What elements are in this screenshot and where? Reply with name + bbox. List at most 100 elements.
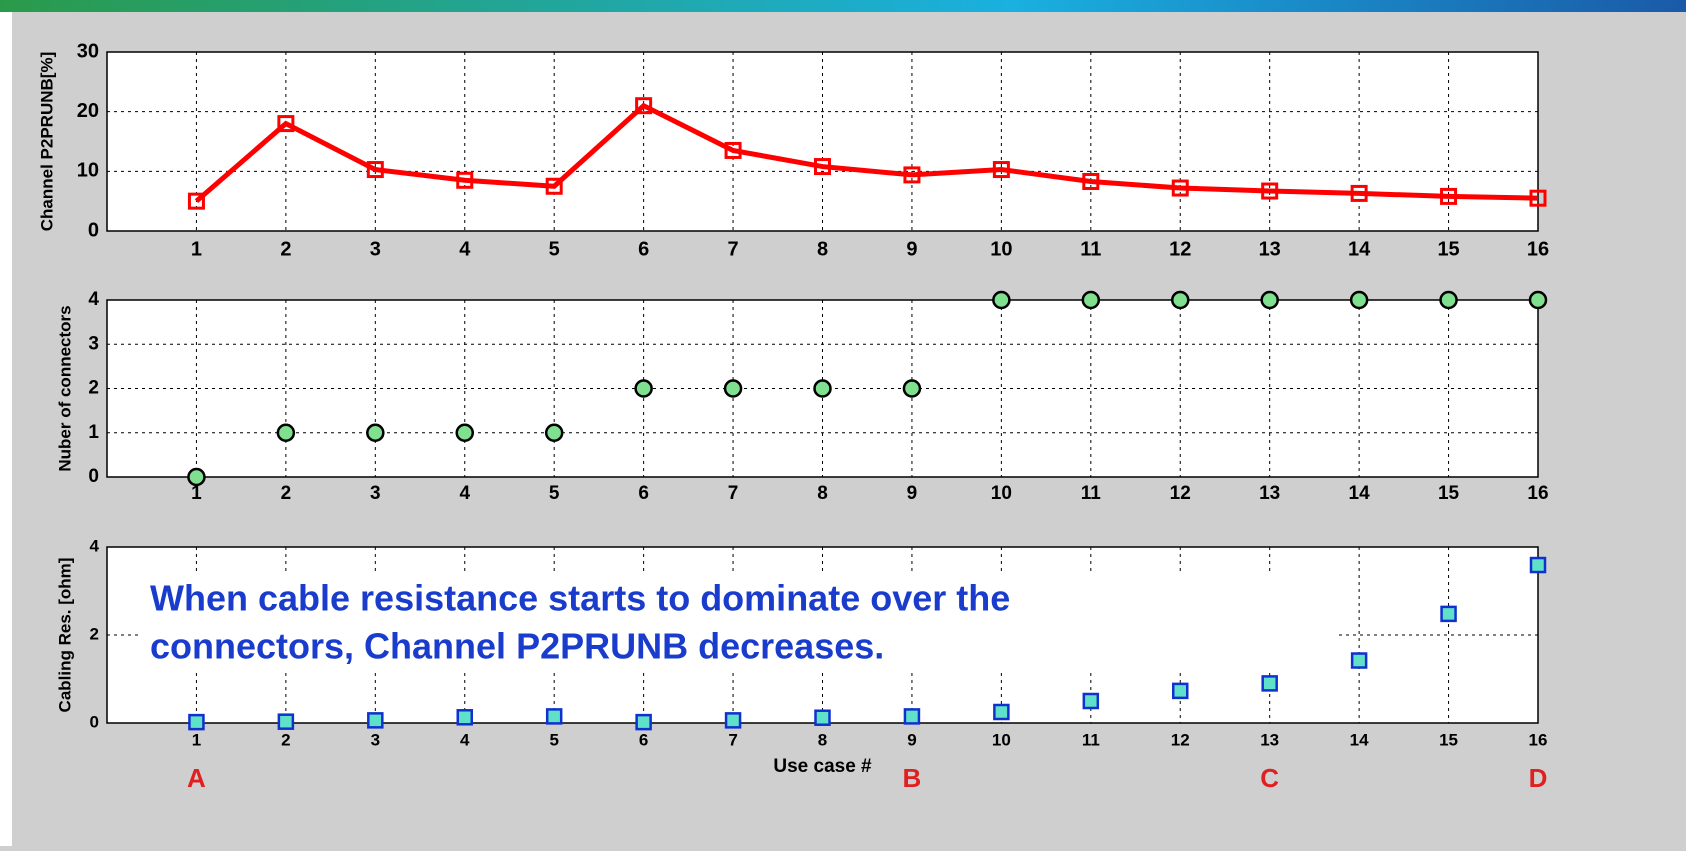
x-tick-label: 7 — [728, 730, 737, 749]
data-point — [1349, 290, 1369, 310]
x-tick-label: 1 — [192, 730, 201, 749]
data-point — [544, 423, 564, 442]
x-tick-label: 4 — [459, 483, 470, 504]
y-tick-label: 20 — [77, 100, 99, 122]
data-point — [1350, 184, 1368, 202]
data-point — [993, 703, 1010, 721]
x-tick-label: 15 — [1439, 730, 1458, 749]
data-point — [635, 713, 652, 731]
y-tick-label: 0 — [88, 219, 99, 241]
annotation-box — [140, 572, 1336, 672]
data-point — [724, 141, 742, 159]
y-tick-label: 0 — [90, 712, 99, 731]
data-point — [1171, 290, 1190, 310]
data-point — [276, 423, 296, 442]
case-label: D — [1529, 763, 1548, 793]
x-tick-label: 2 — [281, 483, 292, 504]
x-tick-label: 15 — [1438, 483, 1460, 504]
x-tick-label: 1 — [191, 483, 202, 504]
y-tick-label: 1 — [88, 422, 99, 443]
x-tick-label: 11 — [1082, 730, 1100, 749]
x-tick-label: 5 — [549, 483, 560, 504]
x-tick-label: 1 — [191, 238, 202, 260]
y-tick-label: 2 — [88, 378, 99, 399]
x-tick-label: 13 — [1259, 238, 1281, 260]
x-tick-label: 2 — [280, 238, 291, 260]
x-tick-label: 6 — [638, 238, 649, 260]
plot-frame — [106, 299, 1539, 478]
data-point — [1082, 172, 1100, 190]
x-tick-label: 14 — [1348, 238, 1371, 260]
y-tick-label: 3 — [88, 333, 99, 354]
x-tick-label: 4 — [459, 238, 471, 260]
x-tick-label: 7 — [728, 483, 739, 504]
data-point — [902, 379, 922, 398]
data-point — [455, 423, 474, 442]
x-tick-label: 12 — [1169, 238, 1191, 260]
plot-frame — [106, 51, 1539, 232]
y-tick-label: 30 — [77, 40, 99, 62]
data-point — [903, 708, 921, 725]
data-point — [903, 166, 921, 184]
x-tick-label: 10 — [990, 238, 1012, 260]
x-tick-label: 9 — [907, 730, 916, 749]
x-tick-label: 15 — [1437, 238, 1459, 260]
data-point — [1440, 605, 1457, 623]
data-point — [1440, 187, 1458, 205]
data-point — [1261, 182, 1279, 200]
y-tick-label: 10 — [77, 160, 99, 182]
x-tick-label: 12 — [1171, 730, 1190, 749]
data-point — [724, 712, 742, 729]
x-tick-label: 12 — [1170, 483, 1191, 504]
x-tick-label: 13 — [1260, 730, 1279, 749]
x-tick-label: 13 — [1259, 483, 1280, 504]
data-point — [1529, 556, 1547, 574]
data-point — [277, 115, 295, 133]
x-tick-label: 14 — [1350, 730, 1369, 749]
data-point — [814, 709, 831, 726]
top-bar — [0, 0, 1686, 12]
data-point — [634, 379, 653, 398]
y-axis-label: Channel P2PRUNB[%] — [37, 52, 56, 231]
y-axis-label: Cabling Res. [ohm] — [55, 558, 74, 713]
x-axis-label: Use case # — [773, 756, 872, 777]
data-point — [1261, 675, 1278, 692]
data-point — [1528, 290, 1548, 310]
data-point — [992, 290, 1011, 310]
y-tick-label: 2 — [90, 624, 99, 643]
data-point — [545, 177, 563, 195]
x-tick-label: 8 — [818, 730, 827, 749]
x-tick-label: 16 — [1527, 238, 1549, 260]
data-point — [1260, 290, 1279, 310]
x-tick-label: 7 — [728, 238, 739, 260]
data-point — [187, 192, 205, 210]
x-tick-label: 4 — [460, 730, 470, 749]
x-tick-label: 11 — [1080, 238, 1101, 260]
data-point — [1171, 179, 1189, 197]
y-tick-label: 4 — [88, 289, 99, 310]
data-point — [992, 161, 1010, 179]
data-point — [1529, 189, 1547, 207]
x-tick-label: 16 — [1527, 483, 1548, 504]
data-point — [635, 97, 653, 115]
data-point — [456, 709, 473, 726]
case-label: C — [1260, 763, 1279, 793]
data-point — [188, 713, 205, 731]
x-tick-label: 5 — [549, 730, 558, 749]
x-tick-label: 8 — [817, 483, 828, 504]
data-point — [456, 171, 474, 189]
x-tick-label: 3 — [370, 483, 381, 504]
annotation: When cable resistance starts to dominate… — [150, 578, 1010, 619]
x-tick-label: 10 — [991, 483, 1012, 504]
data-point — [545, 708, 563, 725]
x-tick-label: 16 — [1529, 730, 1548, 749]
data-line — [194, 102, 1539, 204]
y-axis-label: Nuber of connectors — [55, 305, 74, 471]
y-tick-label: 4 — [90, 536, 100, 555]
x-tick-label: 8 — [817, 238, 828, 260]
x-tick-label: 5 — [549, 238, 560, 260]
y-tick-label: 0 — [88, 466, 99, 487]
data-point — [277, 713, 295, 730]
